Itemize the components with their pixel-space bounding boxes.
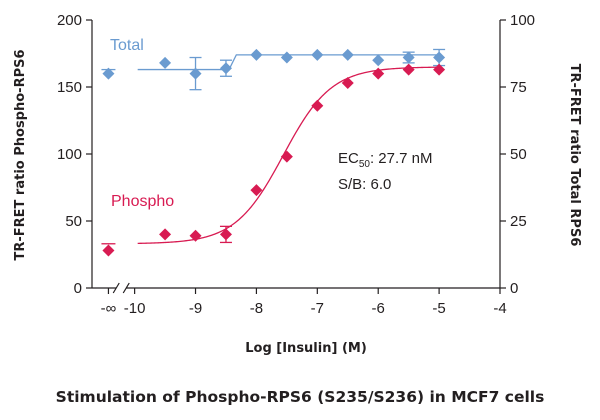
- ec50-subscript: 50: [359, 159, 371, 170]
- data-point-total: [159, 56, 172, 69]
- dose-response-chart: -∞ -10 -9 -8 -7 -6 -5 -40501001502000255075100 …: [13, 12, 582, 356]
- data-point-total: [433, 51, 446, 64]
- data-point-total: [402, 51, 415, 64]
- x-tick-label: -4: [493, 300, 506, 317]
- y-left-tick-label: 0: [74, 280, 82, 297]
- y-left-tick-label: 150: [57, 79, 82, 96]
- data-point-total: [102, 67, 115, 80]
- x-tick-label: -10: [124, 300, 146, 317]
- data-point-total: [311, 48, 324, 61]
- y-right-tick-label: 25: [510, 213, 527, 230]
- x-tick-label: -6: [372, 300, 385, 317]
- data-points: [102, 48, 446, 257]
- series-label-phospho: Phospho: [111, 193, 174, 210]
- x-axis-title: Log [Insulin] (M): [245, 341, 367, 356]
- figure-caption: Stimulation of Phospho-RPS6 (S235/S236) …: [55, 388, 545, 406]
- x-tick-label: -7: [311, 300, 324, 317]
- data-point-phospho: [250, 184, 263, 197]
- y-right-tick-label: 50: [510, 146, 527, 163]
- data-point-phospho: [402, 63, 415, 76]
- data-point-phospho: [341, 76, 354, 89]
- data-point-total: [341, 48, 354, 61]
- x-axis-break-mark: [112, 282, 120, 294]
- y-right-tick-label: 100: [510, 12, 535, 29]
- x-tick-label: -8: [250, 300, 263, 317]
- y-axis-right-title: TR-FRET ratio Total RPS6: [567, 64, 582, 247]
- fit-curve-total: [137, 54, 440, 71]
- data-point-total: [372, 54, 385, 67]
- data-point-phospho: [159, 228, 172, 241]
- y-left-tick-label: 200: [57, 12, 82, 29]
- data-point-total: [219, 62, 232, 75]
- fit-curve-phospho: [137, 66, 439, 245]
- x-tick-label: -9: [189, 300, 202, 317]
- y-left-tick-label: 100: [57, 146, 82, 163]
- data-point-phospho: [372, 67, 385, 80]
- data-point-total: [189, 67, 202, 80]
- ec50-annotation: EC50: 27.7 nM: [338, 150, 433, 170]
- y-left-tick-label: 50: [65, 213, 82, 230]
- ec50-label: EC: [338, 150, 359, 167]
- y-right-tick-label: 0: [510, 280, 518, 297]
- data-point-total: [280, 51, 293, 64]
- data-point-phospho: [280, 150, 293, 163]
- data-point-phospho: [433, 63, 446, 76]
- data-point-phospho: [311, 99, 324, 112]
- x-tick-label: -∞: [101, 300, 117, 317]
- data-point-phospho: [102, 244, 115, 257]
- series-label-total: Total: [110, 37, 144, 54]
- y-right-tick-label: 75: [510, 79, 527, 96]
- data-point-total: [250, 48, 263, 61]
- sb-annotation: S/B: 6.0: [338, 176, 391, 193]
- x-axis-break-mark: [122, 282, 130, 294]
- ec50-value: : 27.7 nM: [370, 150, 433, 167]
- data-point-phospho: [219, 228, 232, 241]
- data-point-phospho: [189, 229, 202, 242]
- y-axis-left-title: TR-FRET ratio Phospho-RPS6: [13, 49, 28, 260]
- x-tick-label: -5: [432, 300, 445, 317]
